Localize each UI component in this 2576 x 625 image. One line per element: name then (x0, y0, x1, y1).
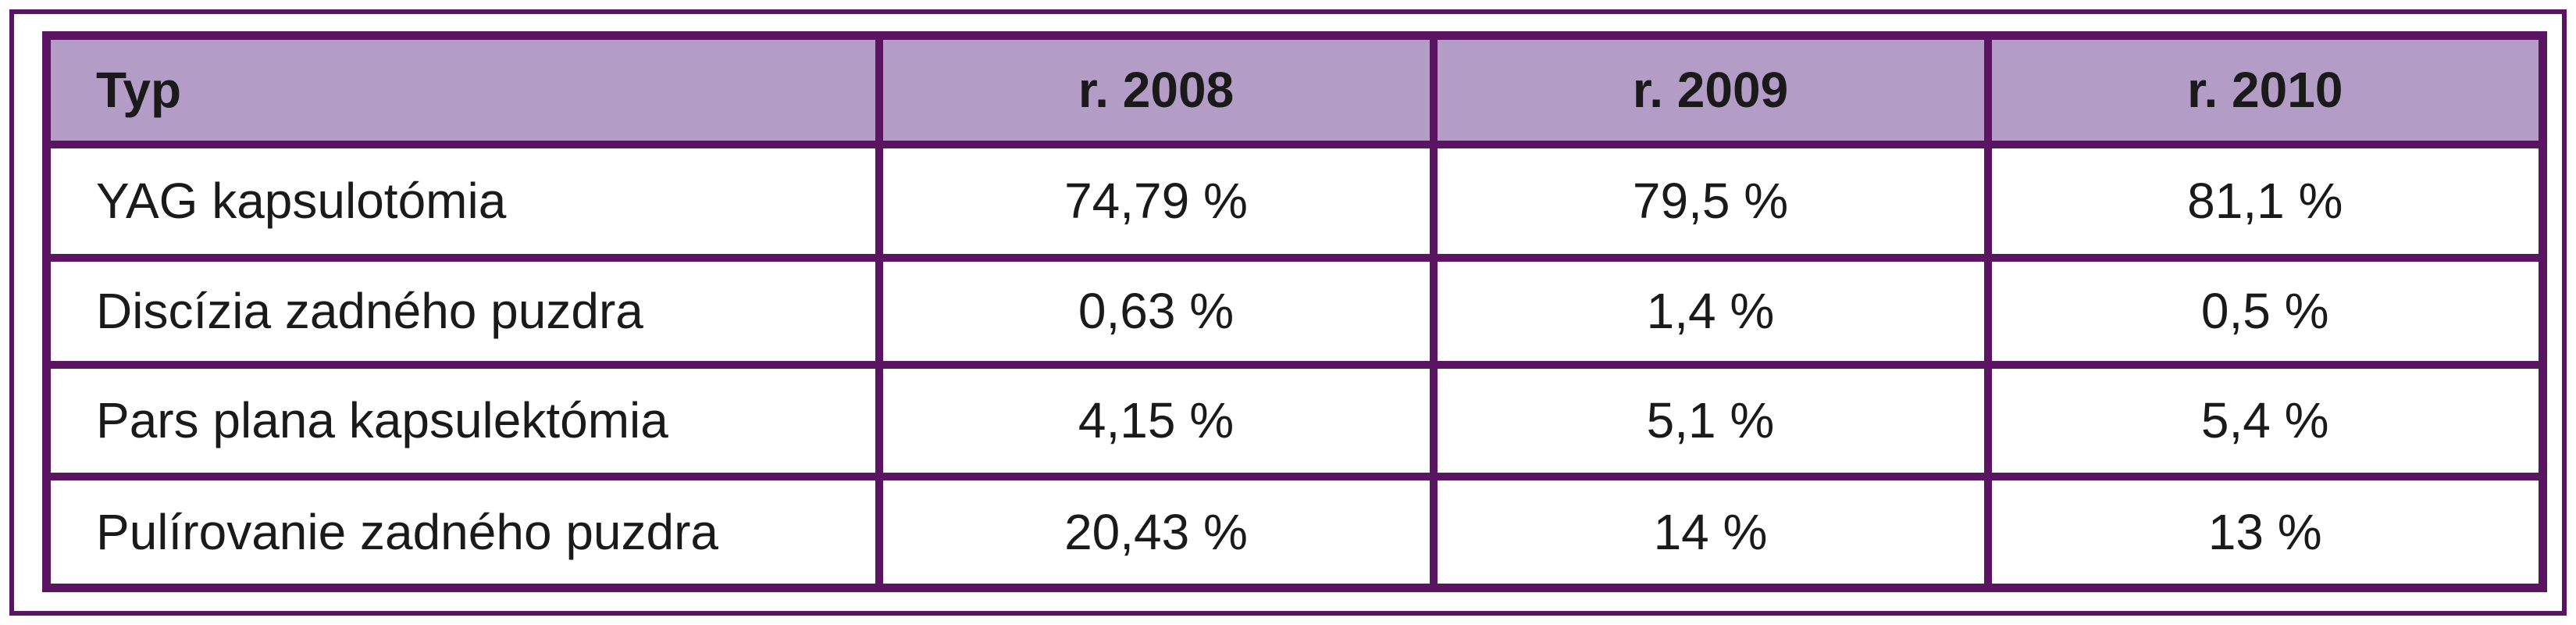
header-cell: r. 2008 (875, 31, 1438, 148)
header-cell: Typ (42, 31, 883, 148)
value-cell: 14 % (1429, 472, 1992, 592)
header-cell: r. 2010 (1983, 31, 2547, 148)
value-cell: 79,5 % (1429, 140, 1992, 262)
value-cell: 20,43 % (875, 472, 1438, 592)
header-row: Typ r. 2008 r. 2009 r. 2010 (42, 31, 2547, 148)
value-cell: 4,15 % (875, 360, 1438, 480)
value-cell: 5,4 % (1983, 360, 2547, 480)
row-label: YAG kapsulotómia (42, 140, 883, 262)
table-row: Pars plana kapsulektómia 4,15 % 5,1 % 5,4 % (42, 360, 2547, 480)
data-table: Typ r. 2008 r. 2009 r. 2010 YAG kapsulotómi… (42, 31, 2547, 592)
table-row: Discízia zadného puzdra 0,63 % 1,4 % 0,5 % (42, 253, 2547, 369)
value-cell: 81,1 % (1983, 140, 2547, 262)
value-cell: 13 % (1983, 472, 2547, 592)
row-label: Pulírovanie zadného puzdra (42, 472, 883, 592)
value-cell: 5,1 % (1429, 360, 1992, 480)
row-label: Pars plana kapsulektómia (42, 360, 883, 480)
value-cell: 0,5 % (1983, 253, 2547, 369)
outer-frame (9, 9, 2567, 616)
value-cell: 1,4 % (1429, 253, 1992, 369)
table-row: YAG kapsulotómia 74,79 % 79,5 % 81,1 % (42, 140, 2547, 262)
header-cell: r. 2009 (1429, 31, 1992, 148)
value-cell: 0,63 % (875, 253, 1438, 369)
table-row: Pulírovanie zadného puzdra 20,43 % 14 % 13 … (42, 472, 2547, 592)
row-label: Discízia zadného puzdra (42, 253, 883, 369)
value-cell: 74,79 % (875, 140, 1438, 262)
